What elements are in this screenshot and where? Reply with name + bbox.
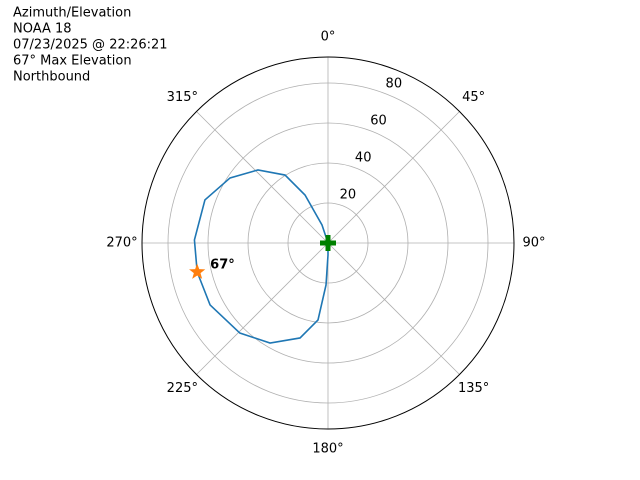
theta-tick-label: 180° (312, 442, 343, 457)
start-marker (320, 235, 336, 251)
r-tick-label: 40 (355, 151, 372, 166)
grid-spoke (327, 111, 460, 244)
theta-tick-label: 45° (462, 90, 485, 105)
max-label: 67° (210, 258, 235, 273)
r-tick-label: 60 (370, 114, 387, 129)
outer-frame (141, 56, 515, 430)
r-tick-label: 80 (386, 77, 403, 92)
theta-tick-label: 135° (458, 381, 489, 396)
grid-spoke (196, 242, 329, 375)
theta-tick-label: 90° (522, 236, 545, 251)
grid-spoke (196, 111, 329, 244)
theta-tick-label: 270° (106, 236, 137, 251)
title-line: NOAA 18 (13, 22, 72, 37)
theta-tick-label: 225° (167, 381, 198, 396)
grid-spoke (327, 242, 460, 375)
title-line: Azimuth/Elevation (13, 6, 131, 21)
theta-tick-label: 0° (321, 30, 336, 45)
title-line: 07/23/2025 @ 22:26:21 (13, 38, 168, 53)
track-line (193, 169, 329, 344)
max-marker (189, 263, 206, 279)
title-line: Northbound (13, 70, 90, 85)
theta-tick-label: 315° (167, 90, 198, 105)
title-line: 67° Max Elevation (13, 54, 132, 69)
r-tick-label: 20 (340, 187, 357, 202)
